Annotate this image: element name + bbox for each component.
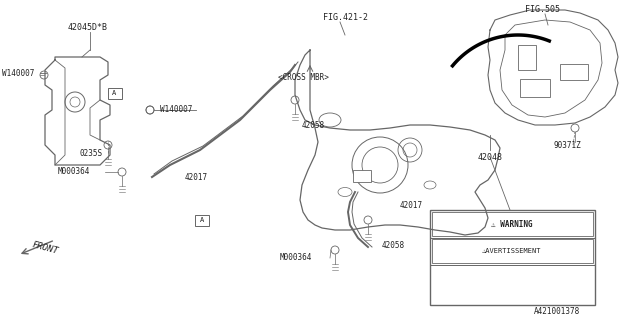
Bar [353,170,371,182]
Text: ⚠AVERTISSEMENT: ⚠AVERTISSEMENT [483,248,541,254]
Text: 42048: 42048 [477,153,502,162]
Text: ⚠ WARNING: ⚠ WARNING [491,220,533,228]
Text: W140007: W140007 [160,106,193,115]
Bar [432,212,593,236]
FancyBboxPatch shape [195,214,209,226]
Text: W140007: W140007 [2,68,35,77]
Text: A421001378: A421001378 [534,308,580,316]
Bar [518,45,536,70]
Bar [520,79,550,97]
Text: A: A [200,217,204,223]
Text: 0235S: 0235S [80,148,103,157]
Text: 42017: 42017 [185,172,208,181]
Bar [560,64,588,80]
Text: 42045D*B: 42045D*B [68,23,108,33]
Bar [432,239,593,263]
Text: 42017: 42017 [400,201,423,210]
Text: FIG.421-2: FIG.421-2 [323,12,368,21]
Text: A: A [113,90,116,96]
Text: 42058: 42058 [382,241,405,250]
Bar [430,210,595,305]
Text: FIG.505: FIG.505 [525,5,560,14]
Text: 42058: 42058 [302,121,325,130]
Text: FRONT: FRONT [31,240,59,256]
Text: 90371Z: 90371Z [553,140,580,149]
Text: <CROSS MBR>: <CROSS MBR> [278,74,329,83]
Text: M000364: M000364 [280,253,312,262]
FancyBboxPatch shape [108,87,122,99]
Text: M000364: M000364 [58,167,90,177]
